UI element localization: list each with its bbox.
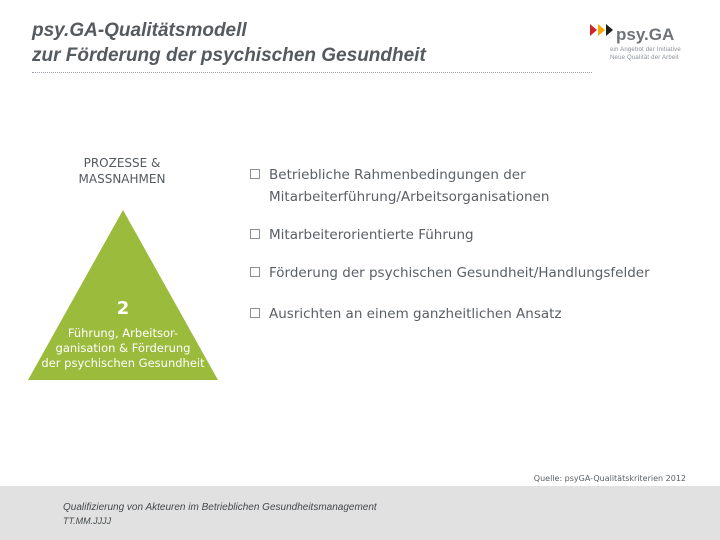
list-item: Mitarbeiterorientierte Führung xyxy=(250,224,474,246)
footer-bar: Qualifizierung von Akteuren im Betriebli… xyxy=(0,486,720,540)
list-item: Betriebliche Rahmenbedingungen der Mitar… xyxy=(250,164,549,208)
footer-date: TT.MM.JJJJ xyxy=(63,516,112,526)
list-item: Förderung der psychischen Gesundheit/Han… xyxy=(250,262,650,284)
footer-title: Qualifizierung von Akteuren im Betriebli… xyxy=(63,502,377,513)
section-label-text: PROZESSE & MASSNAHMEN xyxy=(78,156,166,186)
list-item-text: Förderung der psychischen Gesundheit/Han… xyxy=(269,265,650,281)
model-triangle xyxy=(28,210,218,380)
title-divider xyxy=(32,72,592,73)
logo-tagline-1: ein Angebot der Initiative xyxy=(610,47,681,53)
list-item-text: Ausrichten an einem ganzheitlichen Ansat… xyxy=(269,306,562,322)
list-item-text: Betriebliche Rahmenbedingungen der Mitar… xyxy=(269,167,550,205)
triple-arrow-icon xyxy=(590,24,613,36)
checkbox-icon xyxy=(250,169,260,179)
source-note: Quelle: psyGA-Qualitätskriterien 2012 xyxy=(533,474,686,483)
model-number: 2 xyxy=(116,298,130,319)
list-item-text: Mitarbeiterorientierte Führung xyxy=(269,227,474,243)
list-item: Ausrichten an einem ganzheitlichen Ansat… xyxy=(250,303,562,325)
slide-title: psy.GA-Qualitätsmodell zur Förderung der… xyxy=(32,18,572,68)
psyga-logo: psy.GA ein Angebot der Initiative Neue Q… xyxy=(590,22,700,72)
checkbox-icon xyxy=(250,267,260,277)
title-line-2: zur Förderung der psychischen Gesundheit xyxy=(32,45,426,66)
checkbox-icon xyxy=(250,229,260,239)
section-label: PROZESSE & MASSNAHMEN xyxy=(62,155,182,187)
title-line-1: psy.GA-Qualitätsmodell xyxy=(32,20,247,41)
model-caption: Führung, Arbeitsor- ganisation & Förderu… xyxy=(41,326,205,370)
logo-wordmark: psy.GA xyxy=(616,25,675,44)
checkbox-icon xyxy=(250,308,260,318)
logo-tagline-2: Neue Qualität der Arbeit xyxy=(610,55,679,61)
